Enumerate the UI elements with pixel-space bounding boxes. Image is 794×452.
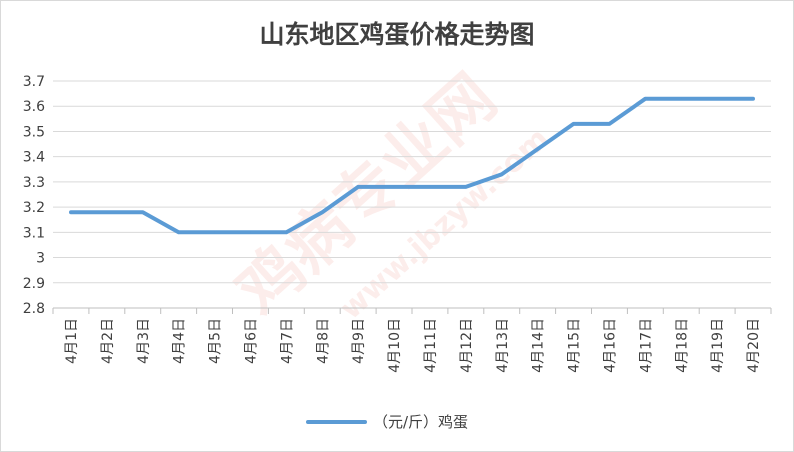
data-point xyxy=(249,231,251,233)
x-tick-label: 4月3日 xyxy=(136,318,152,364)
x-tick-label: 4月10日 xyxy=(387,318,403,373)
data-point xyxy=(608,123,610,125)
data-point xyxy=(644,98,646,100)
x-tick-label: 4月7日 xyxy=(279,318,295,364)
y-tick-label: 3.4 xyxy=(23,150,45,166)
data-point xyxy=(716,98,718,100)
data-point xyxy=(680,98,682,100)
chart-title: 山东地区鸡蛋价格走势图 xyxy=(259,20,535,49)
data-point xyxy=(106,211,108,213)
y-tick-label: 3.6 xyxy=(23,99,45,115)
data-point xyxy=(321,211,323,213)
data-point xyxy=(465,186,467,188)
y-axis: 2.8 2.9 3 3.1 3.2 3.3 3.4 3.5 3.6 3.7 xyxy=(23,74,45,317)
x-axis: 4月1日 4月2日 4月3日 4月4日 4月5日 4月6日 4月7日 4月8日 4月9日 4月10… xyxy=(52,307,772,373)
data-point xyxy=(357,186,359,188)
data-point xyxy=(573,123,575,125)
data-point xyxy=(214,231,216,233)
legend-label: （元/斤）鸡蛋 xyxy=(373,413,468,431)
data-point xyxy=(70,211,72,213)
y-tick-label: 3.3 xyxy=(23,175,45,191)
x-tick-label: 4月12日 xyxy=(459,318,475,373)
data-point xyxy=(142,211,144,213)
watermark: 鸡病专业网 www.jbzyw.com xyxy=(223,61,556,330)
data-point xyxy=(285,231,287,233)
x-tick-label: 4月18日 xyxy=(674,318,690,373)
x-tick-label: 4月16日 xyxy=(602,318,618,373)
x-tick-label: 4月15日 xyxy=(567,318,583,373)
data-point xyxy=(752,98,754,100)
x-tick-label: 4月20日 xyxy=(746,318,762,373)
y-tick-label: 3.7 xyxy=(23,74,45,90)
x-tick-label: 4月8日 xyxy=(315,318,331,364)
series-line xyxy=(69,96,755,235)
data-point xyxy=(393,186,395,188)
y-tick-label: 2.8 xyxy=(23,301,45,317)
data-point xyxy=(178,231,180,233)
x-tick-label: 4月4日 xyxy=(172,318,188,364)
x-tick-label: 4月17日 xyxy=(638,318,654,373)
x-tick-label: 4月19日 xyxy=(710,318,726,373)
y-tick-label: 3.1 xyxy=(23,225,45,241)
x-tick-label: 4月9日 xyxy=(351,318,367,364)
y-tick-label: 3.2 xyxy=(23,200,45,216)
y-tick-label: 2.9 xyxy=(23,276,45,292)
y-tick-label: 3 xyxy=(36,251,45,267)
x-tick-label: 4月5日 xyxy=(208,318,224,364)
x-tick-label: 4月1日 xyxy=(64,318,80,364)
x-tick-label: 4月6日 xyxy=(243,318,259,364)
plot-area xyxy=(69,96,755,235)
x-tick-label: 4月13日 xyxy=(495,318,511,373)
x-tick-label: 4月2日 xyxy=(100,318,116,364)
legend: （元/斤）鸡蛋 xyxy=(306,413,468,431)
x-tick-label: 4月14日 xyxy=(531,318,547,373)
grid xyxy=(53,80,771,309)
x-tick-label: 4月11日 xyxy=(423,318,439,373)
y-tick-label: 3.5 xyxy=(23,124,45,140)
data-point xyxy=(429,186,431,188)
data-point xyxy=(537,148,539,150)
data-point xyxy=(501,173,503,175)
